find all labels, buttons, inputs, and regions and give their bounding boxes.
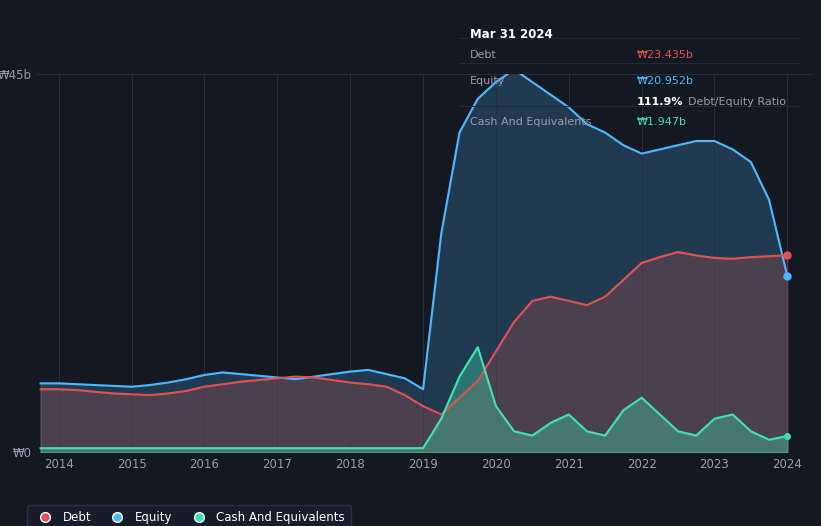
Legend: Debt, Equity, Cash And Equivalents: Debt, Equity, Cash And Equivalents (27, 505, 351, 526)
Text: 111.9%: 111.9% (637, 97, 683, 107)
Text: Mar 31 2024: Mar 31 2024 (470, 28, 553, 41)
Text: Debt: Debt (470, 50, 497, 60)
Text: ₩20.952b: ₩20.952b (637, 76, 694, 86)
Text: Equity: Equity (470, 76, 506, 86)
Text: Cash And Equivalents: Cash And Equivalents (470, 117, 591, 127)
Text: ₩23.435b: ₩23.435b (637, 50, 694, 60)
Text: ₩1.947b: ₩1.947b (637, 117, 687, 127)
Text: Debt/Equity Ratio: Debt/Equity Ratio (688, 97, 786, 107)
